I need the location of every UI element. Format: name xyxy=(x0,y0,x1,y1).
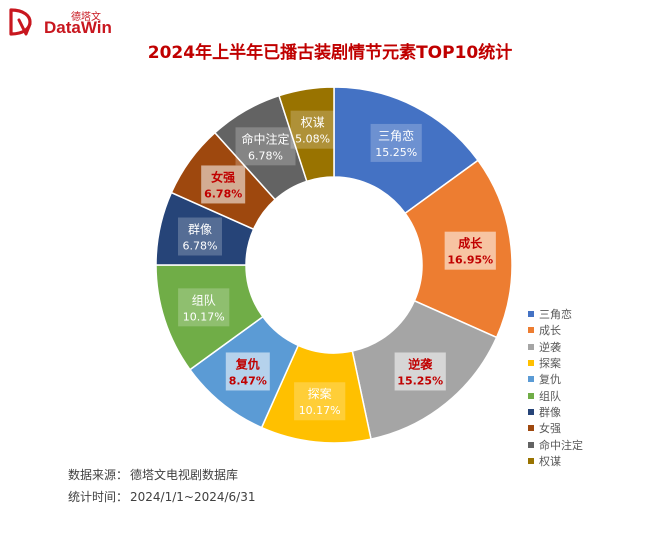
legend-label: 命中注定 xyxy=(539,438,583,452)
stat-period-label: 统计时间： xyxy=(68,490,129,504)
legend-swatch xyxy=(528,311,534,318)
slice-name: 三角恋 xyxy=(378,128,414,143)
slice-label-0: 三角恋 15.25% xyxy=(370,123,422,162)
slice-label-bg xyxy=(235,127,296,166)
slice-label-bg xyxy=(294,382,346,421)
slice-name: 复仇 xyxy=(235,356,260,371)
chart-title: 2024年上半年已播古装剧情节元素TOP10统计 xyxy=(147,43,513,63)
slice-value: 10.17% xyxy=(299,404,341,417)
legend-item: 命中注定 xyxy=(528,436,628,452)
legend-swatch xyxy=(528,327,534,334)
legend-swatch xyxy=(528,408,534,415)
legend-label: 权谋 xyxy=(539,454,561,468)
slice-name: 命中注定 xyxy=(242,131,290,146)
slice-name: 逆袭 xyxy=(408,356,433,371)
slice-value: 8.47% xyxy=(229,374,267,387)
data-source-line: 数据来源： 德塔文电视剧数据库 xyxy=(68,466,238,483)
slice-9 xyxy=(278,86,335,183)
legend-item: 权谋 xyxy=(528,453,628,469)
slice-label-4: 复仇 8.47% xyxy=(225,352,270,391)
slice-label-9: 权谋 5.08% xyxy=(290,110,335,149)
slice-value: 16.95% xyxy=(447,254,493,267)
chart-legend: 三角恋成长逆袭探案复仇组队群像女强命中注定权谋 xyxy=(528,306,628,469)
slice-name: 成长 xyxy=(458,236,483,251)
legend-item: 成长 xyxy=(528,322,628,338)
legend-swatch xyxy=(528,425,534,432)
legend-label: 组队 xyxy=(539,389,561,403)
slice-label-bg xyxy=(370,123,422,162)
legend-item: 女强 xyxy=(528,420,628,436)
legend-item: 群像 xyxy=(528,404,628,420)
slice-value: 10.17% xyxy=(183,310,225,323)
slice-value: 15.25% xyxy=(375,146,417,159)
legend-swatch xyxy=(528,360,534,367)
legend-item: 组队 xyxy=(528,387,628,403)
slice-name: 权谋 xyxy=(301,116,325,130)
legend-swatch xyxy=(528,392,534,399)
legend-label: 逆袭 xyxy=(539,340,561,354)
data-source-value: 德塔文电视剧数据库 xyxy=(130,468,239,482)
slice-label-2: 逆袭 15.25% xyxy=(394,352,446,391)
datawin-logo: 德塔文 DataWin xyxy=(8,6,118,38)
legend-swatch xyxy=(528,457,534,464)
slice-label-bg xyxy=(290,110,335,149)
slice-label-5: 组队 10.17% xyxy=(178,288,230,327)
slice-value: 6.78% xyxy=(204,187,242,200)
legend-swatch xyxy=(528,343,534,350)
legend-label: 探案 xyxy=(539,357,561,371)
legend-label: 复仇 xyxy=(539,373,561,387)
logo-name-en: DataWin xyxy=(44,18,112,37)
slice-label-1: 成长 16.95% xyxy=(444,231,496,270)
stat-period-line: 统计时间： 2024/1/1~2024/6/31 xyxy=(68,488,255,505)
slice-label-bg xyxy=(177,217,222,256)
slice-label-bg xyxy=(225,352,270,391)
legend-label: 成长 xyxy=(539,324,561,338)
slice-label-bg xyxy=(201,165,246,204)
legend-item: 探案 xyxy=(528,355,628,371)
slice-0 xyxy=(333,86,480,215)
legend-label: 三角恋 xyxy=(539,308,572,322)
legend-swatch xyxy=(528,441,534,448)
slice-name: 女强 xyxy=(211,169,235,184)
datawin-logo-mark xyxy=(9,8,32,36)
legend-label: 女强 xyxy=(539,422,561,436)
slice-label-bg xyxy=(444,231,496,270)
slice-name: 群像 xyxy=(188,223,212,237)
slice-value: 15.25% xyxy=(397,374,443,387)
stat-period-value: 2024/1/1~2024/6/31 xyxy=(130,490,256,504)
slice-label-8: 命中注定 6.78% xyxy=(235,127,296,166)
legend-label: 群像 xyxy=(539,405,561,419)
legend-swatch xyxy=(528,376,534,383)
data-source-label: 数据来源： xyxy=(68,468,129,482)
slice-label-bg xyxy=(178,288,230,327)
logo-name-cn: 德塔文 xyxy=(71,12,101,23)
slice-name: 探案 xyxy=(308,386,332,401)
slice-label-3: 探案 10.17% xyxy=(294,382,346,421)
slice-label-bg xyxy=(394,352,446,391)
legend-item: 复仇 xyxy=(528,371,628,387)
legend-item: 逆袭 xyxy=(528,339,628,355)
legend-item: 三角恋 xyxy=(528,306,628,322)
slice-value: 6.78% xyxy=(183,240,218,253)
slice-label-6: 群像 6.78% xyxy=(177,217,222,256)
slice-value: 6.78% xyxy=(248,149,283,162)
slice-value: 5.08% xyxy=(295,133,330,146)
slice-name: 组队 xyxy=(192,292,216,307)
slice-label-7: 女强 6.78% xyxy=(201,165,246,204)
